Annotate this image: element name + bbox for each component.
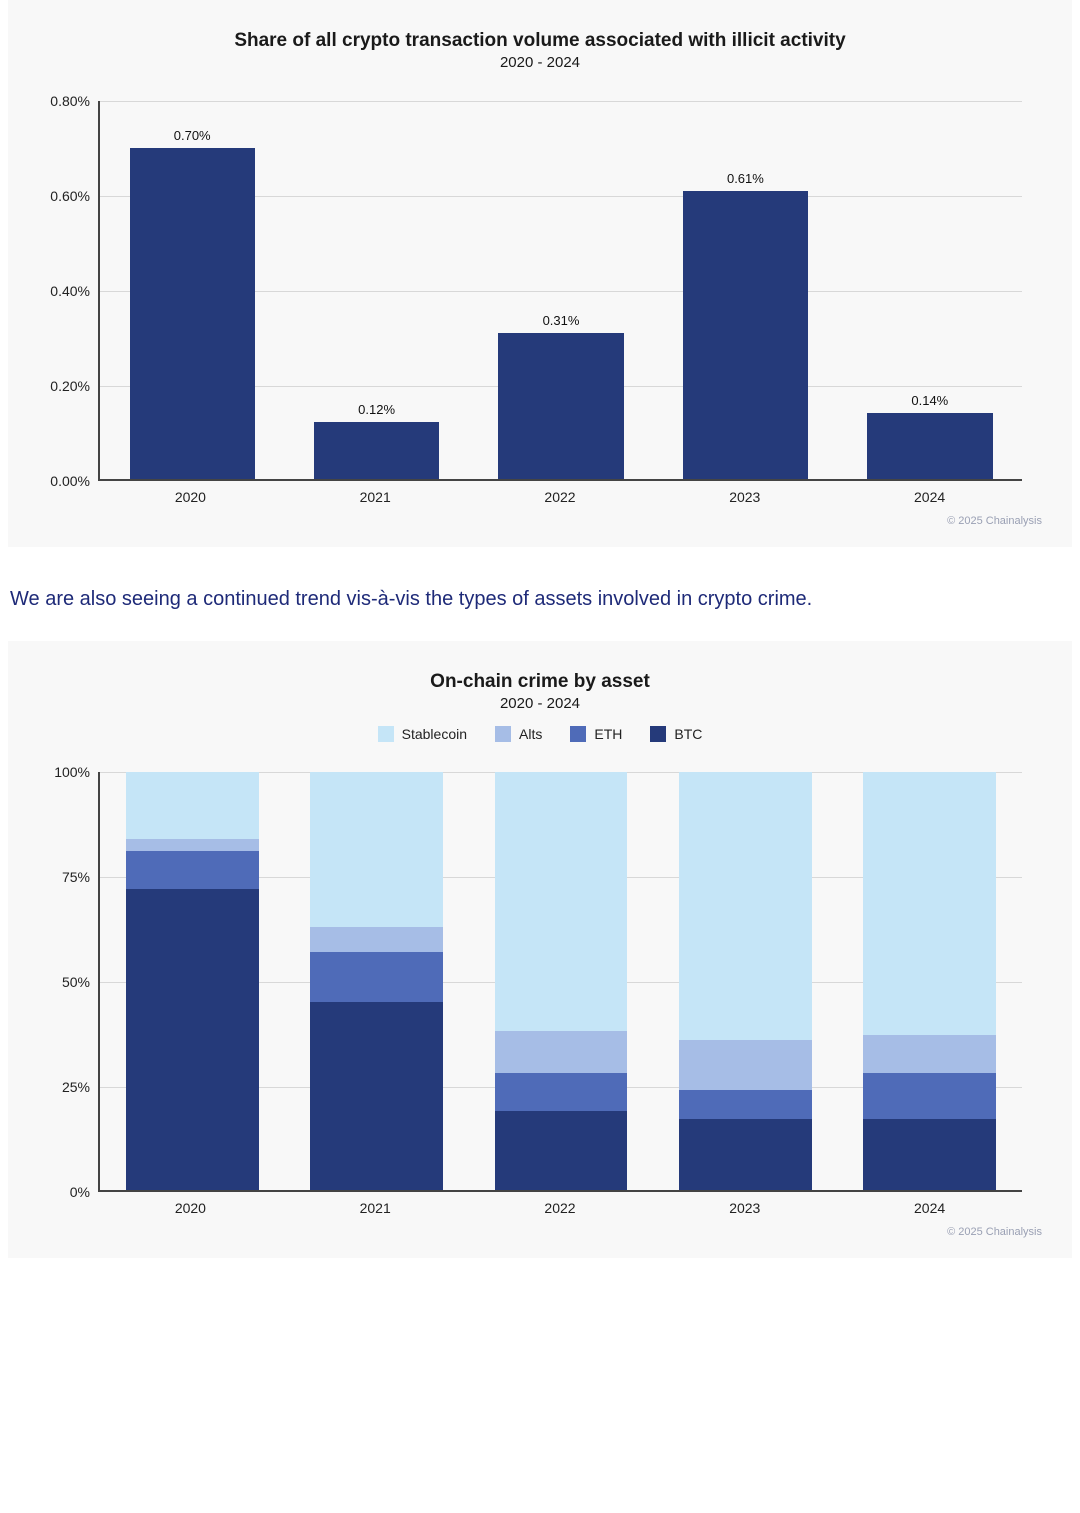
bar-slot — [100, 772, 284, 1190]
bar-segment-stablecoin — [126, 772, 259, 839]
bar-slot — [838, 772, 1022, 1190]
body-paragraph: We are also seeing a continued trend vis… — [10, 585, 1070, 613]
y-tick-label: 25% — [62, 1079, 100, 1095]
y-tick-label: 0.80% — [50, 93, 100, 109]
x-tick-label: 2024 — [837, 489, 1022, 505]
bar-segment-alts — [310, 927, 443, 952]
chart2-subtitle: 2020 - 2024 — [38, 695, 1042, 712]
bar-segment-stablecoin — [310, 772, 443, 927]
x-tick-label: 2024 — [837, 1200, 1022, 1216]
y-tick-label: 100% — [54, 764, 100, 780]
bar-slot — [469, 772, 653, 1190]
legend-label: Alts — [519, 726, 542, 742]
stacked-bar — [495, 772, 628, 1190]
legend-label: Stablecoin — [402, 726, 467, 742]
x-tick-label: 2020 — [98, 1200, 283, 1216]
bar-segment-btc — [310, 1002, 443, 1190]
stacked-bar — [310, 772, 443, 1190]
bar-segment-btc — [126, 889, 259, 1190]
legend-swatch — [495, 726, 511, 742]
legend-label: BTC — [674, 726, 702, 742]
illicit-share-chart-card: Share of all crypto transaction volume a… — [8, 0, 1072, 547]
bar-segment-btc — [679, 1119, 812, 1190]
bar-slot: 0.12% — [284, 101, 468, 479]
y-tick-label: 0% — [70, 1184, 100, 1200]
chart1-plot: 0.70%0.12%0.31%0.61%0.14% 0.00%0.20%0.40… — [98, 101, 1022, 505]
bar-segment-btc — [495, 1111, 628, 1190]
bar-segment-stablecoin — [863, 772, 996, 1035]
chart2-plot: 0%25%50%75%100% 20202021202220232024 — [98, 772, 1022, 1216]
bar-segment-stablecoin — [495, 772, 628, 1031]
chart2-title: On-chain crime by asset — [38, 671, 1042, 693]
bar: 0.14% — [867, 413, 992, 479]
chart1-x-labels: 20202021202220232024 — [98, 489, 1022, 505]
chart1-copyright: © 2025 Chainalysis — [38, 515, 1042, 527]
x-tick-label: 2023 — [652, 489, 837, 505]
y-tick-label: 0.60% — [50, 188, 100, 204]
bar-slot: 0.31% — [469, 101, 653, 479]
legend-item: ETH — [570, 726, 622, 742]
bar-value-label: 0.14% — [911, 393, 948, 408]
bar-slot — [284, 772, 468, 1190]
bar-segment-alts — [863, 1035, 996, 1073]
bar-segment-eth — [310, 952, 443, 1002]
bar-value-label: 0.31% — [543, 313, 580, 328]
bar-segment-stablecoin — [679, 772, 812, 1040]
legend-swatch — [650, 726, 666, 742]
chart1-title: Share of all crypto transaction volume a… — [38, 30, 1042, 52]
chart2-copyright: © 2025 Chainalysis — [38, 1226, 1042, 1238]
bar-slot: 0.14% — [838, 101, 1022, 479]
bar-value-label: 0.61% — [727, 171, 764, 186]
bar: 0.70% — [130, 148, 255, 479]
stacked-bar — [126, 772, 259, 1190]
bar: 0.12% — [314, 422, 439, 479]
legend-item: BTC — [650, 726, 702, 742]
bar-segment-btc — [863, 1119, 996, 1190]
bar-segment-alts — [126, 839, 259, 852]
x-tick-label: 2022 — [468, 489, 653, 505]
stacked-bar — [863, 772, 996, 1190]
chart1-plot-area: 0.70%0.12%0.31%0.61%0.14% 0.00%0.20%0.40… — [98, 101, 1022, 481]
bar-slot: 0.61% — [653, 101, 837, 479]
legend-item: Stablecoin — [378, 726, 467, 742]
chart2-legend: Stablecoin Alts ETH BTC — [38, 726, 1042, 742]
bar-segment-alts — [679, 1040, 812, 1090]
bar-segment-eth — [863, 1073, 996, 1119]
y-tick-label: 75% — [62, 869, 100, 885]
legend-swatch — [378, 726, 394, 742]
bar-segment-eth — [679, 1090, 812, 1119]
bar-slot — [653, 772, 837, 1190]
chart1-bars: 0.70% 0.12% 0.31% 0.61% 0.14% — [100, 101, 1022, 479]
bar-segment-eth — [126, 851, 259, 889]
y-tick-label: 0.40% — [50, 283, 100, 299]
asset-stacked-chart-card: On-chain crime by asset 2020 - 2024 Stab… — [8, 641, 1072, 1258]
legend-item: Alts — [495, 726, 542, 742]
bar: 0.31% — [498, 333, 623, 479]
stacked-bar — [679, 772, 812, 1190]
legend-swatch — [570, 726, 586, 742]
bar-segment-alts — [495, 1031, 628, 1073]
chart1-subtitle: 2020 - 2024 — [38, 54, 1042, 71]
x-tick-label: 2020 — [98, 489, 283, 505]
x-tick-label: 2021 — [283, 1200, 468, 1216]
x-tick-label: 2023 — [652, 1200, 837, 1216]
y-tick-label: 50% — [62, 974, 100, 990]
legend-label: ETH — [594, 726, 622, 742]
chart2-x-labels: 20202021202220232024 — [98, 1200, 1022, 1216]
bar: 0.61% — [683, 191, 808, 479]
y-tick-label: 0.20% — [50, 378, 100, 394]
chart2-plot-area: 0%25%50%75%100% — [98, 772, 1022, 1192]
bar-segment-eth — [495, 1073, 628, 1111]
x-tick-label: 2021 — [283, 489, 468, 505]
chart2-bars — [100, 772, 1022, 1190]
bar-slot: 0.70% — [100, 101, 284, 479]
bar-value-label: 0.70% — [174, 128, 211, 143]
y-tick-label: 0.00% — [50, 473, 100, 489]
x-tick-label: 2022 — [468, 1200, 653, 1216]
bar-value-label: 0.12% — [358, 402, 395, 417]
